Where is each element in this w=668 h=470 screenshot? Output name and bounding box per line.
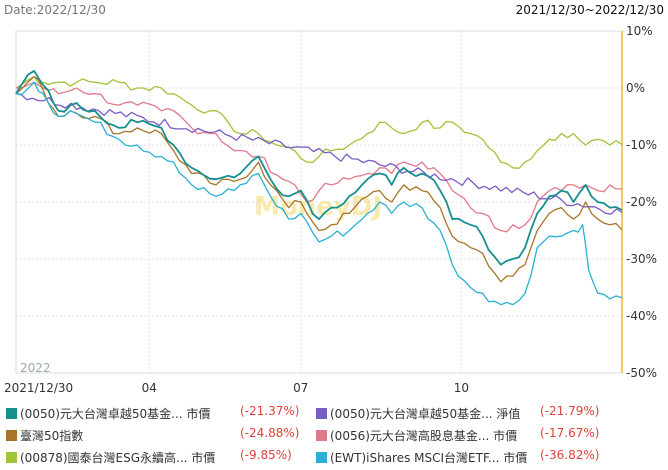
legend-label: (0056)元大台灣高股息基金... 市價 [330,428,518,443]
legend-item[interactable]: (0050)元大台灣卓越50基金... 淨值 [316,404,520,422]
legend-item[interactable]: (0050)元大台灣卓越50基金... 市價 [6,404,210,422]
legend-label: (EWT)iShares MSCI台灣ETF... 市價 [330,450,528,465]
legend-value: (-36.82%) [540,448,600,462]
series-line [15,70,623,266]
y-axis: 10% 0% -10% -20% -30% -40% -50% [626,24,657,380]
watermark: MoneyDJ [254,192,382,222]
legend-swatch [6,407,17,419]
x-axis: 2021/12/30 04 07 10 [4,381,469,395]
y-tick-label: 0% [626,81,645,95]
series-line [15,75,623,283]
legend-label: 臺灣50指數 [20,428,84,443]
series-lines [15,70,623,306]
chart-grid [15,30,623,374]
legend-value: (-17.67%) [540,426,600,440]
x-tick-label: 04 [142,381,157,395]
y-tick-label: -10% [626,138,657,152]
legend-value: (-21.79%) [540,404,600,418]
series-line [15,81,622,233]
x-tick-label: 07 [293,381,308,395]
legend-item[interactable]: 臺灣50指數 [6,426,83,444]
legend-swatch [6,451,17,463]
series-line [15,81,623,306]
legend-swatch [6,429,17,441]
legend-label: (0050)元大台灣卓越50基金... 淨值 [330,406,521,421]
range-label: 2021/12/30~2022/12/30 [515,3,664,17]
y-tick-label: -40% [626,309,657,323]
date-label: Date:2022/12/30 [4,3,106,17]
legend-swatch [316,407,327,419]
legend-value: (-9.85%) [240,448,292,462]
y-tick-label: 10% [626,24,653,38]
legend-item[interactable]: (EWT)iShares MSCI台灣ETF... 市價 [316,448,527,466]
legend-value: (-21.37%) [240,404,300,418]
legend-label: (0050)元大台灣卓越50基金... 市價 [20,406,211,421]
series-line [15,75,623,169]
x-tick-label: 10 [454,381,469,395]
year-label: 2022 [20,361,51,375]
y-tick-label: -20% [626,195,657,209]
y-tick-label: -30% [626,252,657,266]
legend-label: (00878)國泰台灣ESG永續高... 市價 [20,450,216,465]
line-chart: MoneyDJ 2022 10% 0% -10% -20% -30% -40% -50% 2… [4,24,657,395]
legend-item[interactable]: (0056)元大台灣高股息基金... 市價 [316,426,517,444]
x-tick-label: 2021/12/30 [4,381,73,395]
legend-swatch [316,429,327,441]
y-tick-label: -50% [626,366,657,380]
series-line [15,93,623,215]
legend-item[interactable]: (00878)國泰台灣ESG永續高... 市價 [6,448,215,466]
legend-value: (-24.88%) [240,426,300,440]
legend-swatch [316,451,327,463]
